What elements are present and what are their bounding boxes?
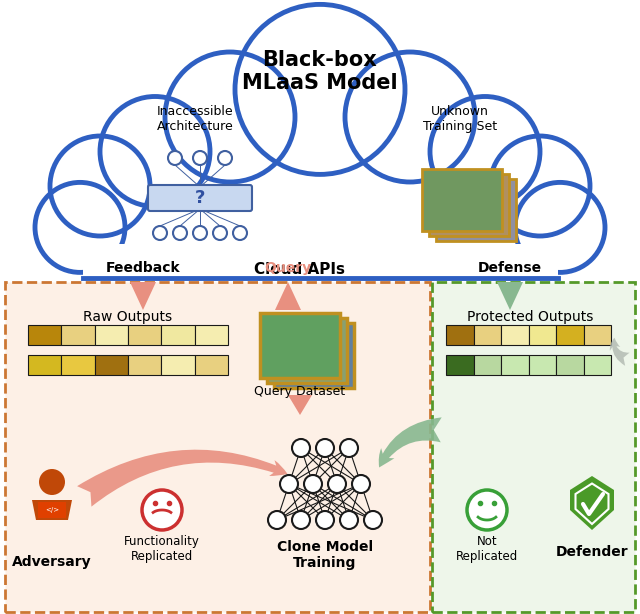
Circle shape <box>50 136 150 236</box>
Circle shape <box>340 511 358 529</box>
Circle shape <box>35 182 125 273</box>
Polygon shape <box>497 282 523 310</box>
Bar <box>501 325 529 345</box>
Bar <box>128 325 161 345</box>
Circle shape <box>345 52 475 182</box>
Text: Defender: Defender <box>556 545 628 559</box>
Text: Feedback: Feedback <box>106 261 180 275</box>
Bar <box>584 325 611 345</box>
Circle shape <box>316 439 334 457</box>
Bar <box>161 325 195 345</box>
Bar <box>195 355 228 375</box>
Bar <box>83 220 557 278</box>
Circle shape <box>100 96 210 206</box>
Circle shape <box>364 511 382 529</box>
Bar <box>474 355 501 375</box>
Text: Black-box
MLaaS Model: Black-box MLaaS Model <box>242 50 398 93</box>
Circle shape <box>515 182 605 273</box>
Text: </>: </> <box>45 507 59 513</box>
FancyBboxPatch shape <box>148 185 252 211</box>
Bar <box>584 355 611 375</box>
Bar <box>529 325 556 345</box>
FancyBboxPatch shape <box>260 313 340 378</box>
Circle shape <box>213 226 227 240</box>
Polygon shape <box>575 483 609 524</box>
Text: Protected Outputs: Protected Outputs <box>467 310 593 324</box>
FancyBboxPatch shape <box>436 179 516 241</box>
Circle shape <box>142 490 182 530</box>
Circle shape <box>235 4 405 174</box>
Bar <box>529 355 556 375</box>
Text: Functionality
Replicated: Functionality Replicated <box>124 535 200 563</box>
Circle shape <box>193 151 207 165</box>
Circle shape <box>292 439 310 457</box>
Bar <box>38 502 66 518</box>
Circle shape <box>39 469 65 495</box>
FancyBboxPatch shape <box>432 282 635 612</box>
Circle shape <box>340 439 358 457</box>
Bar <box>556 325 584 345</box>
FancyBboxPatch shape <box>422 169 502 231</box>
Bar <box>128 355 161 375</box>
Text: ?: ? <box>195 189 205 207</box>
Bar <box>61 325 95 345</box>
Bar <box>28 355 61 375</box>
Circle shape <box>218 151 232 165</box>
FancyArrowPatch shape <box>77 449 287 507</box>
Bar <box>95 355 128 375</box>
Bar <box>501 355 529 375</box>
Circle shape <box>165 52 295 182</box>
Text: Clone Model
Training: Clone Model Training <box>277 540 373 570</box>
Bar <box>83 244 557 278</box>
Text: Query: Query <box>264 261 312 275</box>
FancyArrowPatch shape <box>610 338 630 366</box>
Circle shape <box>467 490 507 530</box>
Text: Unknown
Training Set: Unknown Training Set <box>423 105 497 133</box>
Circle shape <box>430 96 540 206</box>
Text: Cloud APIs: Cloud APIs <box>255 262 346 277</box>
FancyBboxPatch shape <box>429 174 509 236</box>
Bar <box>474 325 501 345</box>
FancyBboxPatch shape <box>5 282 430 612</box>
Bar <box>195 325 228 345</box>
Polygon shape <box>570 476 614 530</box>
FancyBboxPatch shape <box>274 322 354 387</box>
Circle shape <box>490 136 590 236</box>
Circle shape <box>328 475 346 493</box>
Circle shape <box>168 151 182 165</box>
FancyArrowPatch shape <box>379 418 442 467</box>
Text: Inaccessible
Architecture: Inaccessible Architecture <box>157 105 234 133</box>
Polygon shape <box>130 282 156 310</box>
FancyBboxPatch shape <box>267 317 347 383</box>
Text: Adversary: Adversary <box>12 555 92 569</box>
Text: Defense: Defense <box>478 261 542 275</box>
Text: Query Dataset: Query Dataset <box>255 385 346 398</box>
Bar <box>61 355 95 375</box>
Circle shape <box>304 475 322 493</box>
Circle shape <box>193 226 207 240</box>
Circle shape <box>280 475 298 493</box>
Bar <box>556 355 584 375</box>
Bar <box>161 355 195 375</box>
Circle shape <box>316 511 334 529</box>
Bar <box>28 325 61 345</box>
Bar <box>95 325 128 345</box>
Circle shape <box>173 226 187 240</box>
Circle shape <box>352 475 370 493</box>
Text: Not
Replicated: Not Replicated <box>456 535 518 563</box>
Circle shape <box>292 511 310 529</box>
Circle shape <box>153 226 167 240</box>
Bar <box>446 355 474 375</box>
Text: Raw Outputs: Raw Outputs <box>83 310 173 324</box>
Polygon shape <box>288 395 312 415</box>
Polygon shape <box>275 282 301 310</box>
Polygon shape <box>32 500 72 520</box>
Circle shape <box>268 511 286 529</box>
Circle shape <box>233 226 247 240</box>
Bar <box>446 325 474 345</box>
